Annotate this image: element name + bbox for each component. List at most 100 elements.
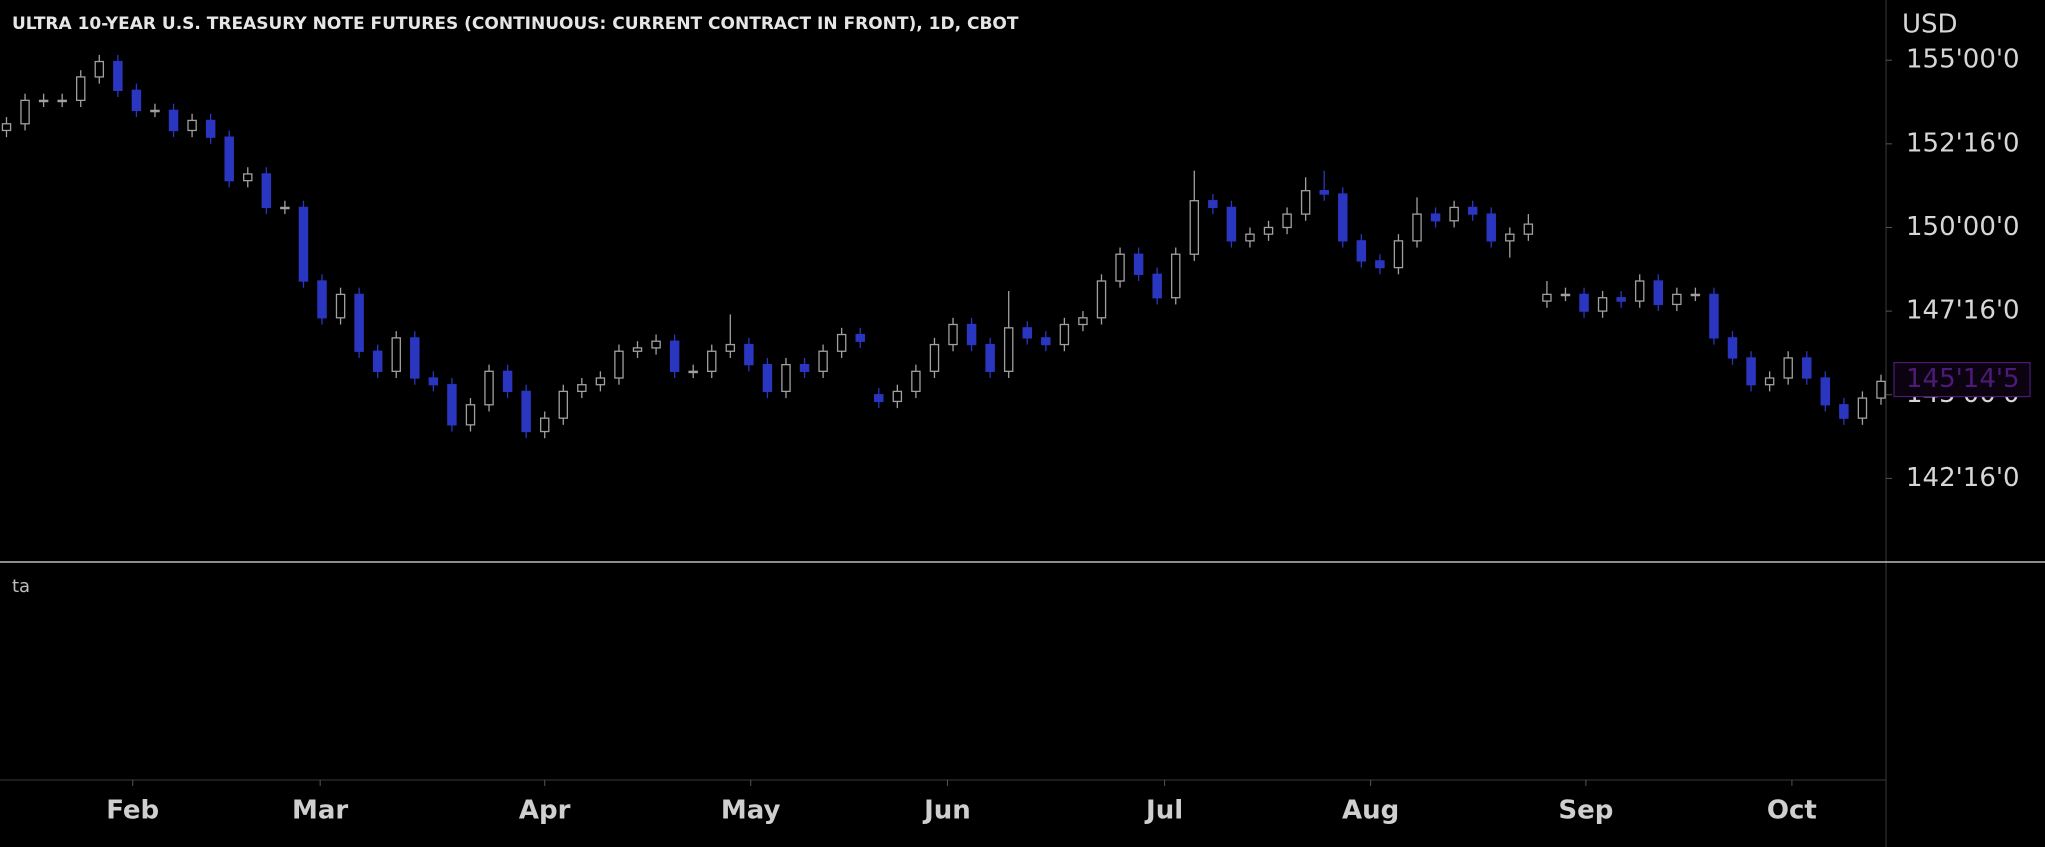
candle-body	[1338, 193, 1348, 242]
candle-body	[1189, 200, 1200, 255]
last-price-box	[1893, 361, 2031, 398]
candle-body	[577, 384, 587, 393]
candle-body	[762, 363, 773, 393]
candle-body	[1208, 200, 1218, 209]
candle-body	[1616, 297, 1626, 302]
candle-body	[1597, 297, 1608, 312]
candle-body	[688, 370, 698, 374]
y-tick-label: 155'00'0	[1906, 45, 2020, 75]
candle-body	[20, 99, 30, 125]
candle-body	[1245, 233, 1255, 242]
candle-body	[1672, 293, 1682, 306]
candle-body	[1375, 260, 1385, 269]
candle-body	[1282, 213, 1292, 229]
candle-body	[1059, 323, 1070, 346]
candle-body	[1523, 223, 1534, 235]
candle-body	[1115, 253, 1125, 282]
candle-body	[985, 343, 995, 372]
candle-body	[76, 76, 86, 102]
candle-body	[372, 350, 383, 372]
x-tick-label: Mar	[292, 796, 348, 826]
candle-body	[1876, 380, 1886, 399]
candle-body	[1300, 190, 1311, 215]
chart-title: ULTRA 10-YEAR U.S. TREASURY NOTE FUTURES…	[12, 14, 1019, 34]
candle-body	[1022, 327, 1032, 339]
candle-body	[1449, 206, 1459, 222]
candle-body	[521, 390, 531, 433]
candle-body	[855, 333, 865, 342]
candle-body	[94, 60, 105, 78]
candle-body	[1839, 404, 1849, 419]
candle-body	[391, 337, 401, 372]
y-tick-label: 142'16'0	[1906, 463, 2020, 493]
candle-body	[447, 384, 457, 426]
candle-body	[1746, 357, 1756, 386]
x-tick-label: Jun	[922, 796, 971, 826]
candle-body	[1319, 190, 1329, 195]
candle-body	[1783, 357, 1793, 379]
candle-body	[558, 390, 569, 419]
candle-body	[484, 370, 494, 406]
candle-body	[1579, 293, 1589, 312]
candle-body	[335, 293, 346, 319]
candle-body	[1542, 293, 1552, 302]
candle-body	[929, 343, 940, 372]
x-tick-label: Apr	[519, 796, 571, 826]
candle-body	[113, 60, 123, 91]
candle-body	[1133, 253, 1144, 275]
candle-body	[243, 173, 253, 182]
candle-body	[354, 293, 364, 352]
candle-body	[966, 323, 977, 346]
candle-body	[1486, 213, 1496, 242]
candle-body	[410, 337, 420, 379]
candle-body	[224, 136, 234, 182]
candle-body	[205, 119, 216, 138]
candle-body	[1764, 377, 1775, 386]
candle-body	[298, 206, 309, 282]
x-tick-label: Oct	[1767, 796, 1817, 826]
candle-body	[1263, 226, 1274, 235]
candle-body	[1171, 253, 1181, 299]
candle-body	[911, 370, 921, 393]
candle-body	[1, 123, 12, 132]
candle-body	[1709, 293, 1719, 339]
candle-body	[651, 340, 661, 349]
candle-body	[669, 340, 680, 372]
indicator-label: ta	[12, 576, 30, 597]
candle-body	[1393, 240, 1404, 269]
candle-body	[781, 363, 791, 393]
candle-body	[1003, 327, 1014, 372]
last-price-label: 145'14'5	[1906, 364, 2020, 394]
candle-body	[428, 377, 439, 386]
candle-body	[614, 350, 624, 379]
candle-body	[280, 206, 290, 210]
candle-body	[1041, 337, 1051, 346]
candle-body	[799, 363, 810, 372]
y-tick-label: 152'16'0	[1906, 128, 2020, 158]
candle-body	[465, 404, 476, 426]
candle-body	[1356, 240, 1367, 262]
candle-body	[595, 377, 606, 386]
candle-body	[502, 370, 513, 393]
currency-label: USD	[1902, 10, 1958, 40]
candle-body	[818, 350, 828, 372]
candle-body	[1226, 206, 1237, 242]
candle-body	[261, 173, 272, 209]
candle-body	[1078, 317, 1088, 326]
candle-body	[744, 343, 754, 366]
candle-body	[168, 109, 179, 132]
candle-body	[1857, 397, 1868, 419]
candle-body	[131, 89, 142, 112]
candle-body	[874, 394, 884, 403]
candle-body	[187, 119, 197, 132]
x-tick-label: May	[721, 796, 781, 826]
candle-body	[1152, 273, 1162, 299]
candle-body	[1727, 337, 1738, 359]
candle-body	[725, 343, 736, 352]
x-tick-label: Aug	[1342, 796, 1399, 826]
candle-body	[1634, 280, 1645, 302]
candle-body	[57, 99, 67, 103]
x-tick-label: Jul	[1144, 796, 1183, 826]
